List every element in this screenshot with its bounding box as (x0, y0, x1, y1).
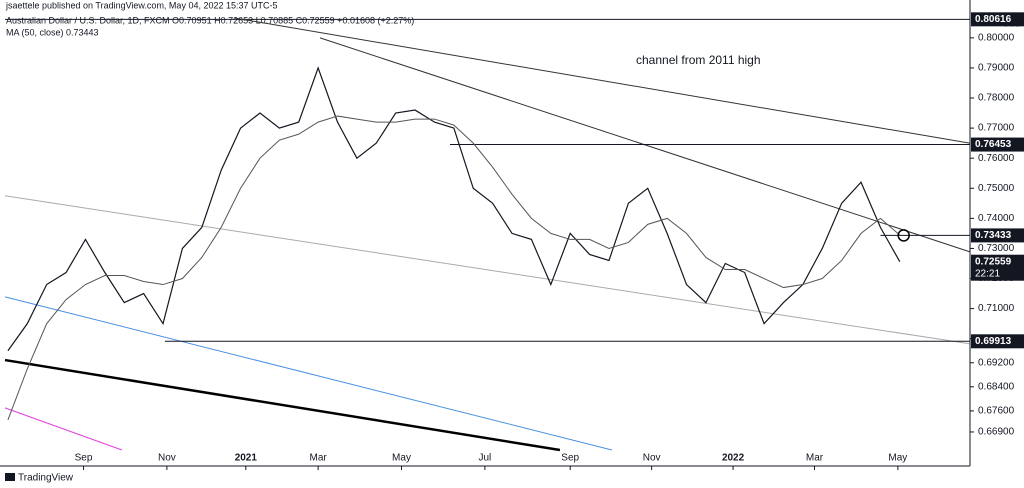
series-line (7, 66, 901, 352)
countdown: 22:21 (975, 268, 1000, 279)
price-badge (971, 254, 1024, 281)
x-tick-label: Sep (75, 453, 93, 464)
y-tick-label: 0.68400 (978, 381, 1015, 392)
logo (5, 473, 15, 481)
y-tick-label: 0.69200 (978, 357, 1015, 368)
y-tick-label: 0.67600 (978, 406, 1015, 417)
x-tick-label: Jul (478, 453, 491, 464)
footer: TradingView (18, 473, 74, 484)
x-tick-label: May (392, 453, 411, 464)
x-tick-label: Nov (643, 453, 661, 464)
y-tick-label: 0.76000 (978, 153, 1015, 164)
price-badge (971, 334, 1024, 349)
price-badge-label: 0.80616 (975, 14, 1012, 25)
y-tick-label: 0.78000 (978, 93, 1015, 104)
series-line (7, 115, 901, 421)
y-tick-label: 0.73000 (978, 243, 1015, 254)
y-tick-label: 0.74000 (978, 213, 1015, 224)
x-tick-label: Mar (310, 453, 328, 464)
trend-line (4, 407, 123, 451)
y-tick-label: 0.71000 (978, 303, 1015, 314)
price-badge-label: 0.72559 (975, 256, 1012, 267)
x-tick-label: Sep (561, 453, 579, 464)
price-badge-label: 0.73433 (975, 230, 1012, 241)
y-tick-label: 0.66900 (978, 427, 1015, 438)
legend-ma: MA (50, close) 0.73443 (6, 27, 99, 37)
y-tick-label: 0.80000 (978, 32, 1015, 43)
price-badge-label: 0.69913 (975, 336, 1012, 347)
price-badge-label: 0.76453 (975, 139, 1012, 150)
y-tick-label: 0.75000 (978, 183, 1015, 194)
trend-line (4, 195, 970, 345)
legend-title: Australian Dollar / U.S. Dollar, 1D, FXC… (6, 15, 414, 25)
x-tick-label: Nov (158, 453, 176, 464)
x-tick-label: May (888, 453, 907, 464)
y-tick-label: 0.79000 (978, 63, 1015, 74)
trend-line (234, 17, 970, 144)
publisher: jsaettele published on TradingView.com, … (5, 0, 278, 10)
price-badge (971, 137, 1024, 152)
trend-line (4, 296, 613, 451)
y-tick-label: 0.77000 (978, 123, 1015, 134)
x-tick-label: 2022 (722, 453, 745, 464)
level-marker (897, 229, 910, 242)
x-tick-label: Mar (806, 453, 824, 464)
x-tick-label: 2021 (235, 453, 258, 464)
trend-line (4, 358, 561, 452)
price-badge (971, 228, 1024, 243)
price-badge (971, 12, 1024, 27)
annotation: channel from 2011 high (636, 53, 761, 67)
